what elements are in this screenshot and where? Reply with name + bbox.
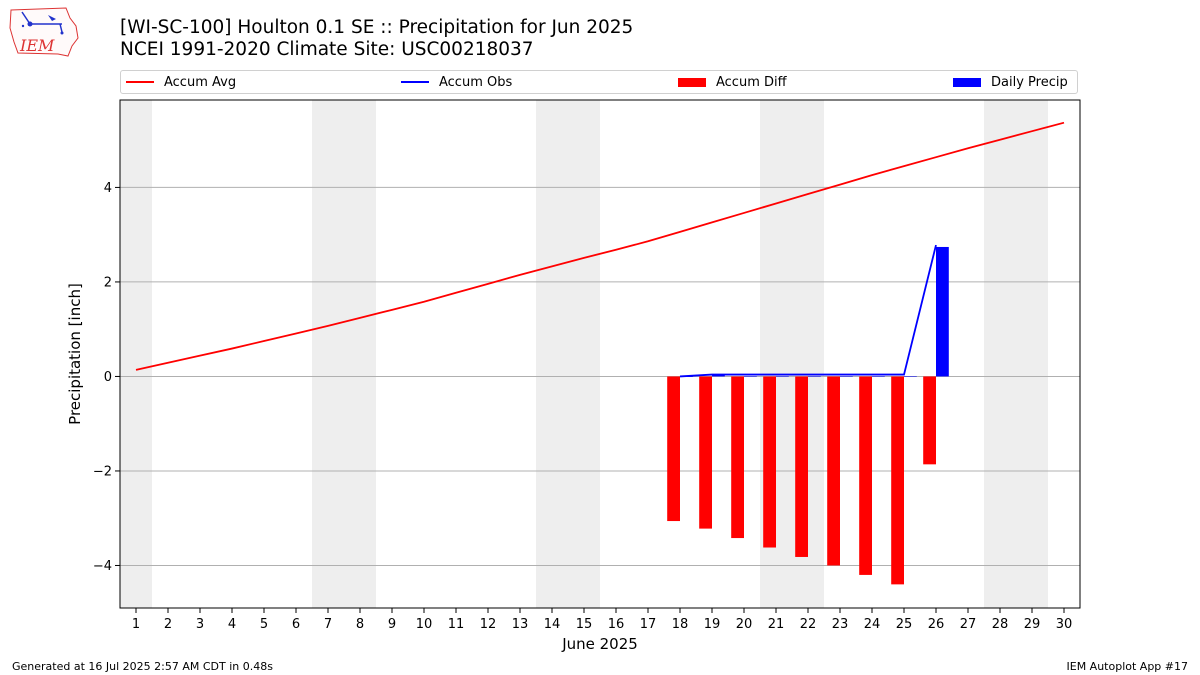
x-tick-label: 22	[800, 617, 817, 632]
x-tick-label: 4	[228, 617, 236, 632]
x-tick-label: 25	[896, 617, 913, 632]
x-tick-label: 7	[324, 617, 332, 632]
daily-precip-bar	[712, 374, 725, 377]
x-axis-ticks: 1 2 3 4 5 6 7 8 9 10 11 12 13 14 15 16 17 18 19 20 21 22 23 24 2…	[132, 608, 1072, 632]
accum-diff-bar	[923, 376, 936, 465]
legend-swatch	[126, 81, 154, 83]
weekend-band	[536, 100, 600, 608]
y-tick-label: 2	[104, 275, 112, 290]
legend-item-accum-diff: Accum Diff	[678, 71, 787, 93]
y-tick-label: 0	[104, 370, 112, 385]
footer-app-text: IEM Autoplot App #17	[1066, 660, 1189, 673]
legend-swatch	[953, 77, 981, 87]
x-tick-label: 27	[960, 617, 977, 632]
daily-precip-bar	[840, 376, 853, 377]
x-tick-label: 11	[448, 617, 465, 632]
logo-text: IEM	[19, 36, 55, 55]
accum-diff-bar	[891, 376, 904, 585]
weekend-band	[120, 100, 152, 608]
footer-generated-text: Generated at 16 Jul 2025 2:57 AM CDT in …	[12, 660, 273, 673]
x-tick-label: 9	[388, 617, 396, 632]
legend-swatch	[401, 81, 429, 83]
x-tick-label: 10	[416, 617, 433, 632]
chart-legend: Accum Avg Accum Obs Accum Diff Daily Pre…	[120, 70, 1078, 94]
x-tick-label: 19	[704, 617, 721, 632]
x-tick-label: 1	[132, 617, 140, 632]
legend-swatch	[678, 77, 706, 87]
weekend-shading	[120, 100, 1048, 608]
daily-precip-bar	[936, 246, 949, 377]
legend-item-daily-precip: Daily Precip	[953, 71, 1068, 93]
x-tick-label: 26	[928, 617, 945, 632]
x-tick-label: 6	[292, 617, 300, 632]
iem-logo: IEM	[9, 7, 79, 57]
x-tick-label: 17	[640, 617, 657, 632]
y-axis-ticks: −4 −2 0 2 4	[93, 181, 120, 574]
x-tick-label: 15	[576, 617, 593, 632]
y-tick-label: 4	[104, 181, 112, 196]
x-tick-label: 20	[736, 617, 753, 632]
daily-precip-bar	[776, 376, 789, 377]
y-tick-label: −2	[93, 464, 112, 479]
x-tick-label: 12	[480, 617, 497, 632]
chart-title: [WI-SC-100] Houlton 0.1 SE :: Precipitat…	[120, 17, 634, 38]
x-axis-label: June 2025	[561, 635, 638, 653]
accum-diff-bars	[667, 376, 936, 585]
x-tick-label: 21	[768, 617, 785, 632]
legend-label: Accum Diff	[716, 74, 787, 90]
x-tick-label: 29	[1024, 617, 1041, 632]
accum-diff-bar	[763, 376, 776, 548]
daily-precip-bar	[744, 376, 757, 377]
y-axis-label: Precipitation [inch]	[66, 283, 84, 425]
y-tick-label: −4	[93, 559, 112, 574]
x-tick-label: 5	[260, 617, 268, 632]
accum-diff-bar	[731, 376, 744, 539]
plot-frame	[119, 99, 1081, 609]
daily-precip-bar	[904, 376, 917, 377]
x-tick-label: 23	[832, 617, 849, 632]
accum-obs-line	[679, 244, 937, 378]
accum-diff-bar	[699, 376, 712, 529]
daily-precip-bar	[808, 376, 821, 377]
chart-subtitle: NCEI 1991-2020 Climate Site: USC00218037	[120, 39, 534, 60]
accum-avg-line	[135, 121, 1065, 371]
x-tick-label: 3	[196, 617, 204, 632]
legend-item-accum-obs: Accum Obs	[401, 71, 512, 93]
legend-item-accum-avg: Accum Avg	[126, 71, 236, 93]
x-tick-label: 8	[356, 617, 364, 632]
y-gridlines	[120, 186, 1080, 566]
x-tick-label: 24	[864, 617, 881, 632]
accum-diff-bar	[859, 376, 872, 575]
accum-diff-bar	[667, 376, 680, 522]
x-tick-label: 28	[992, 617, 1009, 632]
x-tick-label: 18	[672, 617, 689, 632]
weekend-band	[984, 100, 1048, 608]
x-tick-label: 2	[164, 617, 172, 632]
daily-precip-bar	[872, 376, 885, 377]
accum-diff-bar	[827, 376, 840, 566]
x-tick-label: 30	[1056, 617, 1073, 632]
x-tick-label: 13	[512, 617, 529, 632]
x-tick-label: 14	[544, 617, 561, 632]
x-tick-label: 16	[608, 617, 625, 632]
legend-label: Accum Obs	[439, 74, 513, 90]
legend-label: Accum Avg	[164, 74, 237, 90]
weekend-band	[312, 100, 376, 608]
legend-label: Daily Precip	[991, 74, 1068, 90]
accum-diff-bar	[795, 376, 808, 557]
